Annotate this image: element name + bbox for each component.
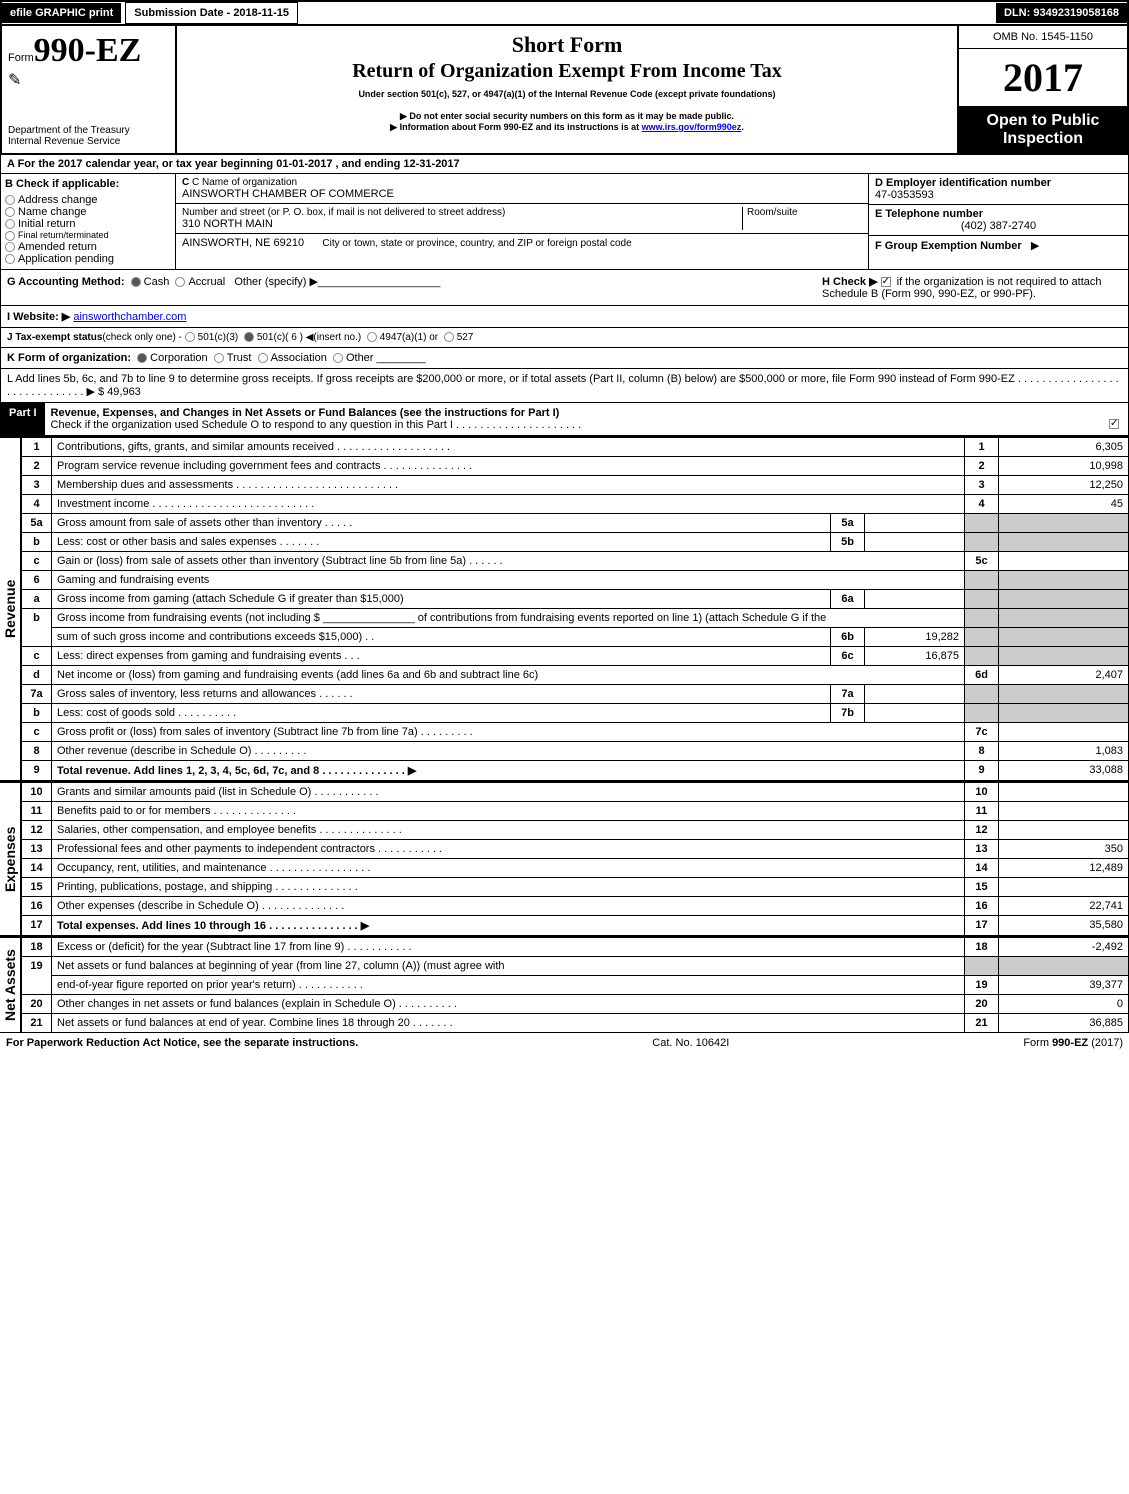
chk-initial-return[interactable]: Initial return bbox=[5, 218, 171, 230]
warn-info: ▶ Information about Form 990-EZ and its … bbox=[183, 122, 951, 133]
warn-ssn: ▶ Do not enter social security numbers o… bbox=[183, 111, 951, 122]
dept-treasury: Department of the Treasury bbox=[8, 125, 169, 136]
amt-21: 36,885 bbox=[999, 1013, 1129, 1032]
amt-20: 0 bbox=[999, 994, 1129, 1013]
submission-date: Submission Date - 2018-11-15 bbox=[125, 2, 298, 24]
amt-5c bbox=[999, 551, 1129, 570]
amt-1: 6,305 bbox=[999, 437, 1129, 456]
line-j: J Tax-exempt status(check only one) - 50… bbox=[0, 328, 1129, 348]
amt-2: 10,998 bbox=[999, 456, 1129, 475]
amt-3: 12,250 bbox=[999, 475, 1129, 494]
form-header: Form990-EZ ✎ Department of the Treasury … bbox=[0, 26, 1129, 155]
amt-10 bbox=[999, 782, 1129, 801]
net-assets-section: Net Assets 18Excess or (deficit) for the… bbox=[0, 936, 1129, 1033]
room-suite: Room/suite bbox=[742, 207, 862, 230]
amt-8: 1,083 bbox=[999, 741, 1129, 760]
chk-amended-return[interactable]: Amended return bbox=[5, 241, 171, 253]
gross-receipts: $ 49,963 bbox=[98, 386, 141, 398]
chk-address-change[interactable]: Address change bbox=[5, 194, 171, 206]
line-k: K Form of organization: Corporation Trus… bbox=[0, 348, 1129, 369]
irs: Internal Revenue Service bbox=[8, 136, 169, 147]
dln: DLN: 93492319058168 bbox=[996, 3, 1127, 23]
street-address: 310 NORTH MAIN bbox=[182, 218, 742, 230]
amt-13: 350 bbox=[999, 839, 1129, 858]
amt-18: -2,492 bbox=[999, 937, 1129, 956]
top-bar: efile GRAPHIC print Submission Date - 20… bbox=[0, 0, 1129, 26]
tax-year: 2017 bbox=[959, 49, 1127, 107]
website-link[interactable]: ainsworthchamber.com bbox=[73, 311, 186, 323]
chk-schedule-o[interactable] bbox=[1109, 419, 1119, 429]
amt-16: 22,741 bbox=[999, 896, 1129, 915]
city-state-zip: AINSWORTH, NE 69210 bbox=[182, 237, 304, 249]
open-to-public: Open to Public Inspection bbox=[959, 107, 1127, 153]
box-d: D Employer identification number 47-0353… bbox=[868, 174, 1128, 269]
omb-number: OMB No. 1545-1150 bbox=[959, 26, 1127, 49]
chk-h[interactable] bbox=[881, 277, 891, 287]
amt-9: 33,088 bbox=[999, 760, 1129, 780]
ein: 47-0353593 bbox=[875, 189, 934, 201]
expenses-section: Expenses 10Grants and similar amounts pa… bbox=[0, 781, 1129, 936]
subtitle: Under section 501(c), 527, or 4947(a)(1)… bbox=[183, 89, 951, 99]
efile-badge: efile GRAPHIC print bbox=[2, 3, 121, 23]
box-b: B Check if applicable: Address change Na… bbox=[1, 174, 176, 269]
amt-17: 35,580 bbox=[999, 915, 1129, 935]
part1-header: Part I Revenue, Expenses, and Changes in… bbox=[0, 403, 1129, 436]
form990ez-link[interactable]: www.irs.gov/form990ez bbox=[642, 122, 742, 132]
page-footer: For Paperwork Reduction Act Notice, see … bbox=[0, 1033, 1129, 1053]
radio-cash[interactable] bbox=[131, 277, 141, 287]
amt-11 bbox=[999, 801, 1129, 820]
amt-4: 45 bbox=[999, 494, 1129, 513]
title-short-form: Short Form bbox=[183, 32, 951, 58]
section-a: A For the 2017 calendar year, or tax yea… bbox=[0, 155, 1129, 174]
box-c: C C Name of organization AINSWORTH CHAMB… bbox=[176, 174, 868, 269]
chk-application-pending[interactable]: Application pending bbox=[5, 253, 171, 265]
line-g-h: G Accounting Method: Cash Accrual Other … bbox=[0, 270, 1129, 306]
amt-7c bbox=[999, 722, 1129, 741]
title-return: Return of Organization Exempt From Incom… bbox=[183, 60, 951, 83]
bcd-block: B Check if applicable: Address change Na… bbox=[0, 174, 1129, 270]
amt-6b: 19,282 bbox=[865, 627, 965, 646]
org-name: AINSWORTH CHAMBER OF COMMERCE bbox=[182, 188, 862, 200]
amt-19: 39,377 bbox=[999, 975, 1129, 994]
revenue-section: Revenue 1Contributions, gifts, grants, a… bbox=[0, 436, 1129, 781]
amt-6c: 16,875 bbox=[865, 646, 965, 665]
amt-6d: 2,407 bbox=[999, 665, 1129, 684]
amt-14: 12,489 bbox=[999, 858, 1129, 877]
line-l: L Add lines 5b, 6c, and 7b to line 9 to … bbox=[0, 369, 1129, 403]
chk-name-change[interactable]: Name change bbox=[5, 206, 171, 218]
form-number: 990-EZ bbox=[34, 32, 142, 69]
radio-accrual[interactable] bbox=[175, 277, 185, 287]
amt-12 bbox=[999, 820, 1129, 839]
amt-15 bbox=[999, 877, 1129, 896]
line-i: I Website: ▶ ainsworthchamber.com bbox=[0, 306, 1129, 328]
telephone: (402) 387-2740 bbox=[875, 220, 1122, 232]
form-prefix: Form bbox=[8, 52, 34, 64]
chk-final-return[interactable]: Final return/terminated bbox=[5, 230, 171, 241]
